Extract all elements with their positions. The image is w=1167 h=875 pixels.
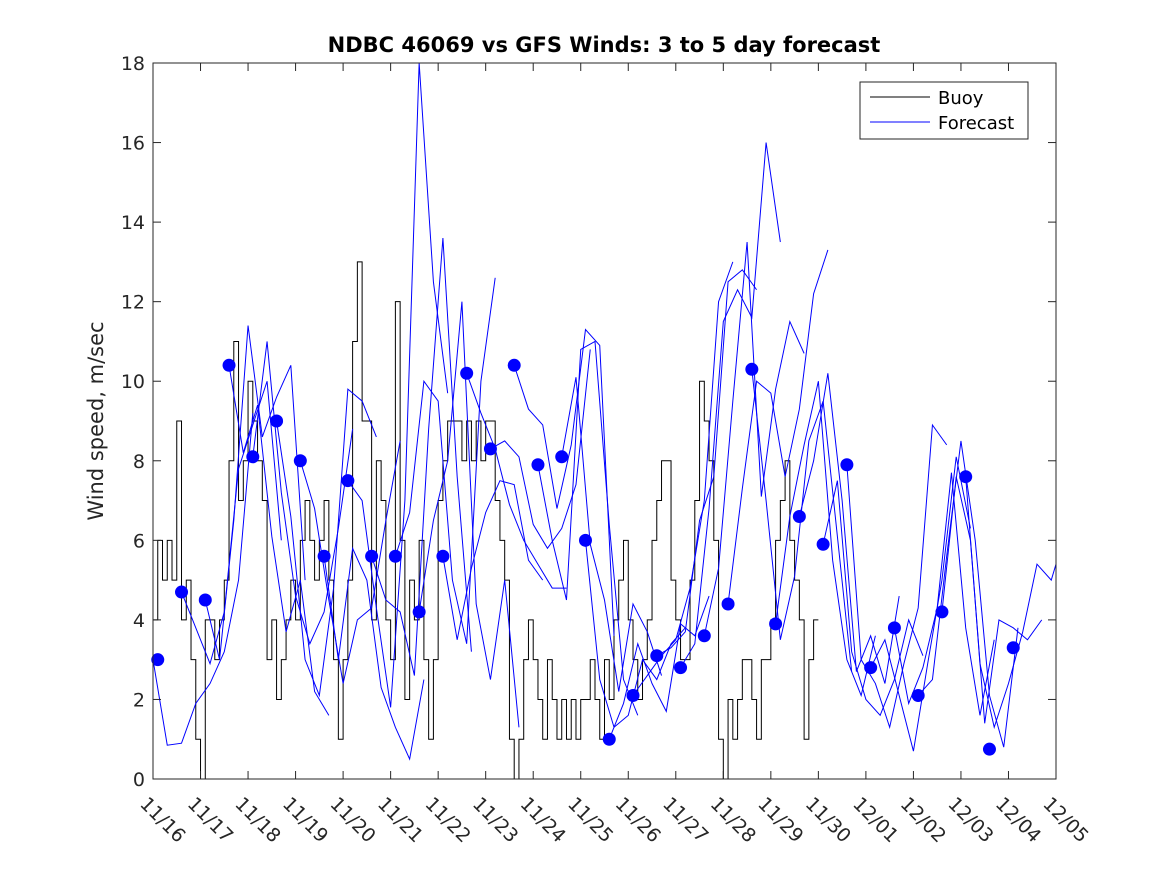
- legend-buoy-label: Buoy: [938, 88, 984, 109]
- forecast-start-marker: [555, 450, 569, 464]
- forecast-line: [656, 269, 757, 657]
- forecast-start-marker: [816, 537, 830, 551]
- y-tick-label: 4: [133, 610, 145, 632]
- forecast-start-marker: [935, 605, 949, 619]
- forecast-start-marker: [483, 442, 497, 456]
- forecast-marker-group: [151, 358, 1020, 756]
- forecast-line: [870, 456, 971, 752]
- forecast-start-marker: [602, 732, 616, 746]
- forecast-start-marker: [222, 358, 236, 372]
- forecast-start-marker: [293, 454, 307, 468]
- y-tick-label: 12: [121, 292, 145, 314]
- forecast-line: [418, 301, 520, 728]
- forecast-line: [513, 328, 615, 636]
- forecast-line: [632, 261, 734, 696]
- forecast-line: [252, 341, 354, 646]
- forecast-line: [537, 340, 639, 716]
- forecast-line: [822, 480, 924, 717]
- y-tick-label: 16: [121, 133, 145, 155]
- forecast-line: [153, 413, 254, 746]
- forecast-start-marker: [198, 593, 212, 607]
- forecast-start-marker: [151, 653, 165, 667]
- forecast-start-marker: [388, 549, 402, 563]
- forecast-line: [798, 373, 900, 684]
- forecast-line: [680, 142, 781, 668]
- forecast-start-marker: [911, 688, 925, 702]
- forecast-start-marker: [959, 470, 973, 484]
- forecast-line: [276, 388, 377, 698]
- forecast-line: [608, 595, 710, 740]
- y-tick-label: 8: [133, 451, 145, 473]
- forecast-start-marker: [840, 458, 854, 472]
- forecast-start-marker: [317, 549, 331, 563]
- forecast-start-marker: [792, 509, 806, 523]
- plot-frame: [152, 62, 1057, 780]
- forecast-start-marker: [246, 450, 260, 464]
- forecast-line: [965, 476, 1056, 730]
- forecast-line: [584, 540, 686, 729]
- forecast-line: [893, 472, 995, 716]
- forecast-start-marker: [531, 458, 545, 472]
- forecast-line: [941, 476, 1043, 724]
- y-tick-label: 0: [133, 769, 145, 791]
- forecast-start-marker: [1006, 641, 1020, 655]
- forecast-line: [394, 277, 496, 644]
- forecast-line: [204, 325, 306, 660]
- forecast-line: [917, 440, 1019, 748]
- legend-forecast-label: Forecast: [938, 113, 1014, 134]
- legend-box: [859, 81, 1029, 140]
- buoy-line: [153, 261, 819, 779]
- forecast-line: [299, 440, 401, 684]
- forecast-line: [347, 63, 449, 708]
- forecast-start-marker: [460, 366, 474, 380]
- y-tick-label: 2: [133, 689, 145, 711]
- forecast-line: [371, 237, 472, 676]
- forecast-line: [775, 381, 876, 698]
- forecast-line: [442, 480, 544, 640]
- forecast-start-marker: [769, 617, 783, 631]
- forecast-start-marker: [864, 661, 878, 675]
- forecast-start-marker: [887, 621, 901, 635]
- y-tick-label: 14: [121, 212, 145, 234]
- forecast-start-marker: [365, 549, 379, 563]
- legend: Buoy Forecast: [859, 81, 1029, 140]
- y-tick-label: 18: [121, 53, 145, 75]
- forecast-series-group: [153, 63, 1056, 761]
- forecast-start-marker: [341, 474, 355, 488]
- y-tick-label: 10: [121, 371, 145, 393]
- y-tick-label: 6: [133, 530, 145, 552]
- forecast-line: [490, 349, 591, 550]
- forecast-start-marker: [982, 742, 996, 756]
- forecast-line: [846, 423, 948, 730]
- forecast-line: [727, 249, 829, 605]
- forecast-line: [466, 373, 567, 589]
- forecast-line: [323, 546, 425, 761]
- forecast-start-marker: [507, 358, 521, 372]
- forecast-start-marker: [697, 629, 711, 643]
- chart-title: NDBC 46069 vs GFS Winds: 3 to 5 day fore…: [328, 33, 881, 57]
- y-axis: 0 2 4 6 8 10 12 14 16 18: [121, 53, 1056, 791]
- forecast-line: [228, 365, 330, 716]
- forecast-start-marker: [436, 549, 450, 563]
- forecast-start-marker: [650, 649, 664, 663]
- forecast-start-marker: [721, 597, 735, 611]
- forecast-start-marker: [745, 362, 759, 376]
- forecast-start-marker: [578, 533, 592, 547]
- forecast-start-marker: [412, 605, 426, 619]
- forecast-start-marker: [270, 414, 284, 428]
- forecast-start-marker: [626, 688, 640, 702]
- forecast-start-marker: [674, 661, 688, 675]
- forecast-start-marker: [175, 585, 189, 599]
- y-axis-label: Wind speed, m/sec: [84, 321, 108, 520]
- forecast-line: [561, 377, 663, 692]
- buoy-series: [153, 261, 819, 779]
